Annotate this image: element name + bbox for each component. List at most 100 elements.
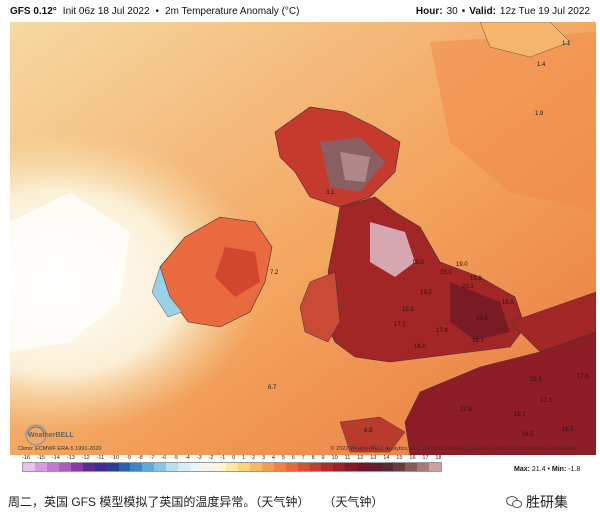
caption-source: （天气钟） [323,494,384,509]
scale-bar [22,462,442,472]
map-value-label: 16.5 [522,432,534,438]
continent-landmass [404,331,596,455]
header-bar: GFS 0.12° Init 06z 18 Jul 2022 • 2m Temp… [2,0,598,22]
scale-swatch [369,463,382,471]
scale-tick-label: -4 [184,455,190,461]
scale-tick-label: -3 [196,455,202,461]
map-value-label: 14.0 [414,344,426,350]
map-value-label: 18.1 [514,412,526,418]
map-value-label: 15.0 [412,260,424,266]
scale-tick-label: 16 [409,455,416,461]
map-value-label: 17.3 [540,398,552,404]
map-value-label: 19.0 [456,262,468,268]
scale-swatch [249,463,262,471]
valid-label: Valid: [469,5,496,17]
scale-tick-label: 3 [261,455,266,461]
min-value: -1.8 [568,466,581,473]
scale-tick-label: -9 [125,455,131,461]
scale-swatch [225,463,238,471]
scale-swatch [94,463,107,471]
copyright-credit: © 2022 WeatherBELL Analytics, LLC. All r… [330,446,578,452]
scale-swatch [58,463,71,471]
scale-tick-label: -13 [66,455,75,461]
scale-swatch [106,463,119,471]
scale-tick-label: 4 [271,455,275,461]
brittany-landmass [339,416,406,453]
scale-swatch [118,463,131,471]
scale-tick-label: 18 [435,455,442,461]
scale-swatch [34,463,47,471]
scale-swatch [285,463,298,471]
product-name: 2m Temperature Anomaly (°C) [165,5,300,17]
max-value: 21.4 [531,466,546,473]
scale-tick-label: -7 [149,455,155,461]
scale-tick-label: 17 [422,455,429,461]
north-sea-warm [430,32,596,212]
scale-tick-label: 11 [344,455,351,461]
map-value-label: 1.1 [562,41,571,47]
anomaly-map: 1.1 1.4 1.9 3.1 15.0 19.2 19.0 19.8 20.1… [10,22,596,455]
scale-tick-label: 0 [232,455,236,461]
map-value-label: 7.2 [270,270,279,276]
ireland-west-coast [151,266,183,318]
figure-caption: 周二，英国 GFS 模型模拟了英国的温度异常。（天气钟） （天气钟） [0,490,600,512]
scale-swatch [214,463,226,471]
map-value-label: 1.9 [535,111,544,117]
scale-swatch [345,463,358,471]
climo-credit: Climo: ECMWF ERA-5 1991-2020 [18,446,102,452]
scale-tick-label: -5 [173,455,179,461]
wechat-icon [506,496,522,509]
map-value-label: 6.9 [364,428,373,434]
pennines-cool [370,222,415,277]
scale-swatch [166,463,179,471]
scale-swatch [154,463,167,471]
benelux-coast [509,291,596,353]
scale-tick-label: 5 [281,455,285,461]
scale-tick-label: 9 [321,455,325,461]
scale-swatch [46,463,59,471]
scale-tick-label: -16 [22,455,31,461]
map-value-label: 6.7 [268,385,277,391]
header-left: GFS 0.12° Init 06z 18 Jul 2022 • 2m Temp… [10,6,299,17]
scale-swatch [142,463,155,471]
max-min-readout: Max: 21.4 • Min: -1.8 [514,466,580,473]
map-canvas [10,22,596,455]
scale-ticks: -16 -15 -14 -13 -12 -11 -10 -9 -8 -7 -6 -5 -4 -3 -2 -1 0… [22,455,442,461]
scale-tick-label: -10 [111,455,120,461]
caption-text: 周二，英国 GFS 模型模拟了英国的温度异常。（天气钟） [8,494,310,509]
scale-swatch [130,463,143,471]
wales-landmass [299,271,341,343]
color-scale: -16 -15 -14 -13 -12 -11 -10 -9 -8 -7 -6 -5 -4 -3 -2 -1 0… [22,455,442,472]
scale-swatch [393,463,405,471]
scale-swatch [273,463,286,471]
map-value-label: 20.1 [462,284,474,290]
ireland-warm-core [215,247,260,297]
scale-tick-label: -11 [96,455,105,461]
scale-swatch [237,463,250,471]
init-time: Init 06z 18 Jul 2022 [62,5,150,17]
map-value-label: 19.2 [420,290,432,296]
map-value-label: 17.2 [394,322,406,328]
model-name: GFS 0.12° [10,5,57,17]
scale-tick-label: 14 [383,455,390,461]
scale-swatch [428,463,441,471]
scale-swatch [333,463,346,471]
hour-value: 30 [446,5,458,17]
scale-swatch [23,463,35,471]
map-value-label: 19.8 [470,276,482,282]
scale-swatch [202,463,214,471]
min-label: Min: [551,466,567,473]
map-value-label: 17.9 [460,407,472,413]
map-value-label: 19.3 [530,377,542,383]
scale-swatch [82,463,95,471]
separator: • [547,466,550,473]
scale-swatch [178,463,191,471]
map-value-label: 19.2 [440,270,452,276]
separator: • [461,5,466,17]
scale-swatch [190,463,203,471]
cool-sea-patch [10,192,130,352]
map-value-label: 17.6 [577,374,589,380]
scale-swatch [381,463,394,471]
separator: • [155,5,160,17]
